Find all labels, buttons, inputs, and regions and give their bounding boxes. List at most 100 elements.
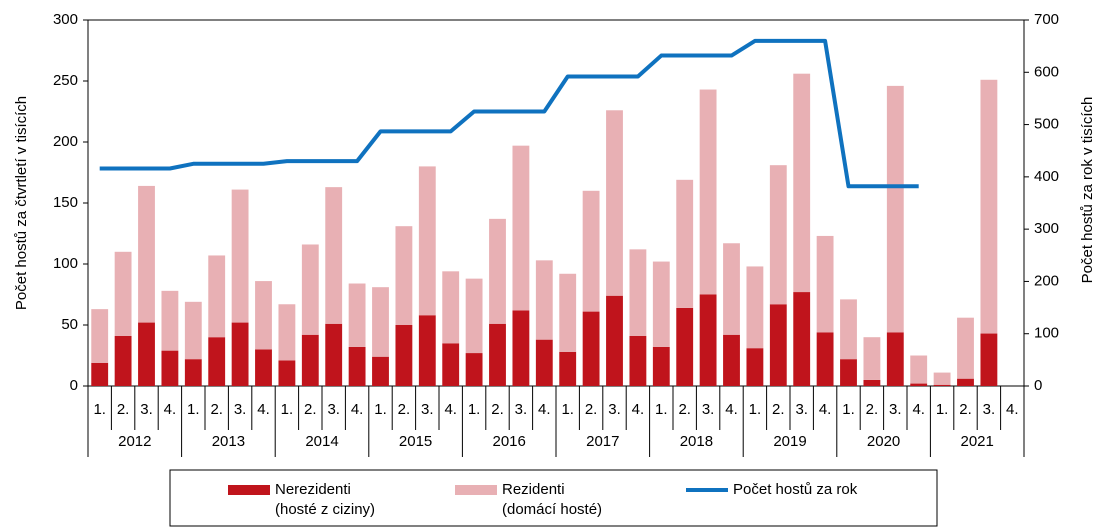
y2-tick-label: 400 — [1034, 168, 1059, 185]
bar — [980, 79, 998, 334]
x-tick-label: 3. — [608, 401, 621, 418]
bar — [559, 273, 577, 352]
bar — [489, 218, 506, 324]
y-tick-label: 50 — [61, 316, 78, 333]
bar — [769, 165, 787, 305]
bar — [114, 335, 132, 386]
bar — [769, 304, 787, 386]
y2-tick-label: 300 — [1034, 220, 1059, 237]
x-tick-label: 1. — [93, 401, 106, 418]
bar — [442, 343, 460, 386]
bar — [255, 349, 272, 386]
bar — [512, 310, 530, 386]
x-tick-label: 1. — [842, 401, 855, 418]
bar — [933, 372, 951, 385]
x-tick-label: 4. — [351, 401, 364, 418]
x-tick-label: 3. — [515, 401, 528, 418]
bar — [910, 355, 928, 384]
bar — [980, 333, 998, 386]
x-tick-label: 2. — [959, 401, 972, 418]
bar — [957, 317, 974, 379]
bar — [816, 235, 834, 333]
bar — [793, 292, 811, 386]
x-tick-label: 4. — [725, 401, 738, 418]
x-tick-label: 4. — [444, 401, 457, 418]
bar — [699, 294, 717, 386]
x-tick-label: 3. — [327, 401, 340, 418]
bar — [793, 73, 811, 293]
bar — [301, 334, 319, 386]
bar — [933, 384, 951, 386]
bar — [231, 189, 249, 323]
bar — [348, 346, 366, 386]
bar — [652, 261, 670, 347]
bar — [465, 353, 483, 386]
x-tick-label: 2. — [398, 401, 411, 418]
bar — [863, 337, 881, 380]
bar — [395, 226, 413, 325]
bar — [629, 249, 647, 336]
bar — [114, 251, 132, 336]
bar — [418, 315, 436, 386]
bar — [442, 271, 460, 344]
bar — [184, 301, 202, 360]
bar — [372, 356, 389, 386]
bar — [372, 287, 389, 357]
bar — [886, 85, 904, 333]
bar — [957, 378, 974, 386]
bar — [489, 323, 506, 386]
bar — [208, 337, 226, 386]
bar — [652, 346, 670, 386]
bar — [184, 359, 202, 386]
y-tick-label: 300 — [53, 11, 78, 28]
bar — [395, 325, 413, 386]
x-tick-label: 4. — [632, 401, 645, 418]
bar — [208, 255, 226, 338]
legend-label: Nerezidenti — [275, 481, 351, 498]
x-tick-label: 2. — [866, 401, 879, 418]
y2-axis-label: Počet hostů za rok v tisících — [1079, 97, 1096, 284]
bar — [840, 359, 857, 386]
bar — [676, 179, 694, 308]
x-tick-label: 3. — [889, 401, 902, 418]
legend-swatch — [228, 485, 270, 495]
bar — [840, 299, 857, 360]
x-tick-label: 1. — [468, 401, 481, 418]
bar — [723, 334, 740, 386]
bar — [535, 260, 553, 340]
bar — [535, 339, 553, 386]
bar — [606, 110, 623, 296]
legend — [169, 469, 938, 527]
bar — [746, 348, 764, 386]
year-label: 2018 — [680, 433, 713, 450]
bar — [746, 266, 764, 349]
y-tick-label: 100 — [53, 255, 78, 272]
x-tick-label: 2. — [678, 401, 691, 418]
x-tick-label: 1. — [374, 401, 387, 418]
x-tick-label: 4. — [164, 401, 177, 418]
x-tick-label: 3. — [983, 401, 996, 418]
bar — [278, 360, 296, 386]
x-tick-label: 1. — [936, 401, 949, 418]
bar — [301, 244, 319, 335]
x-tick-label: 1. — [749, 401, 762, 418]
x-tick-label: 3. — [702, 401, 715, 418]
bar — [582, 311, 600, 386]
legend-sublabel: (hosté z ciziny) — [275, 501, 375, 518]
y-tick-label: 200 — [53, 133, 78, 150]
bar — [138, 322, 155, 386]
x-tick-label: 4. — [1006, 401, 1019, 418]
year-label: 2020 — [867, 433, 900, 450]
y-tick-label: 250 — [53, 72, 78, 89]
year-label: 2012 — [118, 433, 151, 450]
x-tick-label: 1. — [187, 401, 200, 418]
x-tick-label: 1. — [281, 401, 294, 418]
y-tick-label: 0 — [70, 377, 78, 394]
bar — [699, 89, 717, 295]
bar — [91, 309, 109, 363]
legend-sublabel: (domácí hosté) — [502, 501, 602, 518]
legend-label: Rezidenti — [502, 481, 565, 498]
y2-tick-label: 0 — [1034, 377, 1042, 394]
bar — [91, 362, 109, 386]
bar — [910, 383, 928, 386]
